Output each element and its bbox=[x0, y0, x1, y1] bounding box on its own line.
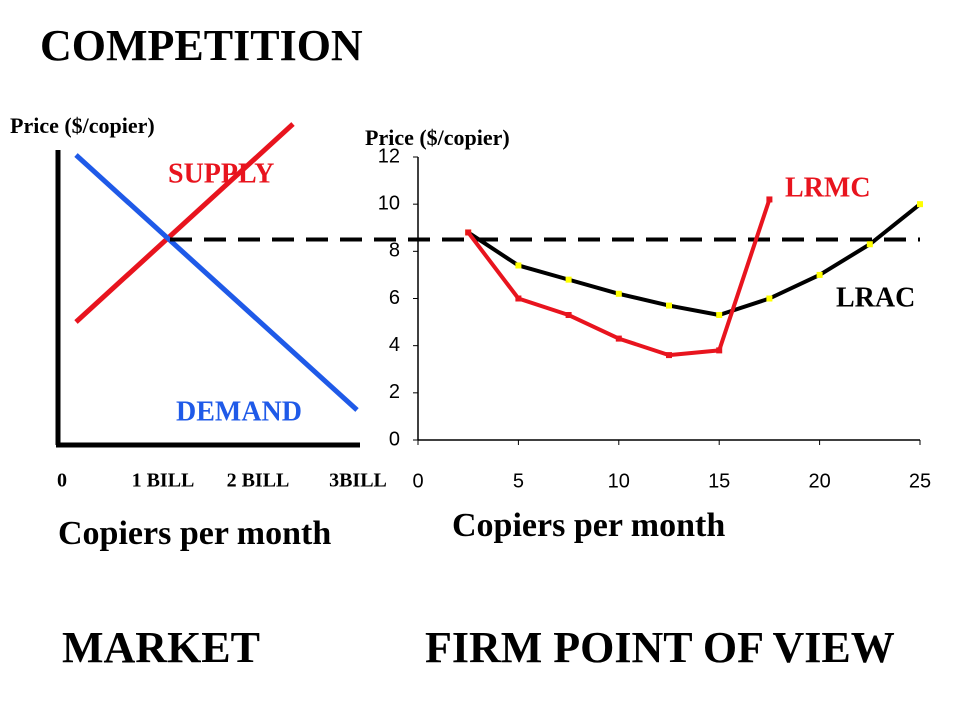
point bbox=[716, 347, 723, 354]
market-x-title: Copiers per month bbox=[58, 515, 331, 552]
point bbox=[766, 196, 773, 203]
x-tick-label: 10 bbox=[608, 470, 630, 492]
point bbox=[615, 335, 622, 342]
market-x-label: 0 bbox=[57, 470, 67, 492]
y-tick-label: 6 bbox=[389, 287, 400, 309]
point bbox=[716, 312, 723, 319]
market-x-label: 2 BILL bbox=[227, 470, 290, 492]
point bbox=[615, 290, 622, 297]
caption: MARKET bbox=[62, 623, 260, 672]
x-tick-label: 0 bbox=[412, 470, 423, 492]
series-line bbox=[466, 198, 772, 358]
title: COMPETITION bbox=[40, 21, 363, 70]
point bbox=[866, 241, 873, 248]
y-tick-label: 4 bbox=[389, 334, 400, 356]
y-tick-label: 2 bbox=[389, 381, 400, 403]
point bbox=[666, 352, 672, 359]
market-x-label: 3BILL bbox=[329, 470, 387, 492]
point bbox=[816, 271, 823, 278]
point bbox=[917, 201, 923, 208]
caption: FIRM POINT OF VIEW bbox=[425, 623, 895, 672]
point bbox=[766, 295, 773, 302]
point bbox=[515, 295, 522, 302]
point bbox=[666, 302, 672, 309]
point bbox=[565, 276, 572, 283]
y-tick-label: 12 bbox=[378, 145, 400, 167]
firm-y-label: Price ($/copier) bbox=[365, 125, 510, 150]
point bbox=[565, 312, 572, 319]
market-x-label: 1 BILL bbox=[132, 470, 195, 492]
point bbox=[515, 262, 522, 269]
demand-label: DEMAND bbox=[176, 396, 302, 427]
point bbox=[465, 229, 472, 236]
x-tick-label: 15 bbox=[708, 470, 730, 492]
supply-line bbox=[74, 122, 295, 324]
series-label: LRAC bbox=[836, 282, 915, 313]
demand-line bbox=[74, 153, 359, 412]
market-y-label: Price ($/copier) bbox=[10, 113, 155, 138]
y-tick-label: 8 bbox=[389, 240, 400, 262]
y-tick-label: 10 bbox=[378, 192, 400, 214]
x-tick-label: 20 bbox=[808, 470, 830, 492]
y-tick-label: 0 bbox=[389, 428, 400, 450]
series-label: LRMC bbox=[785, 172, 871, 203]
x-tick-label: 5 bbox=[513, 470, 524, 492]
firm-x-title: Copiers per month bbox=[452, 507, 725, 544]
x-tick-label: 25 bbox=[909, 470, 931, 492]
supply-label: SUPPLY bbox=[168, 158, 274, 189]
series-line bbox=[467, 202, 922, 318]
